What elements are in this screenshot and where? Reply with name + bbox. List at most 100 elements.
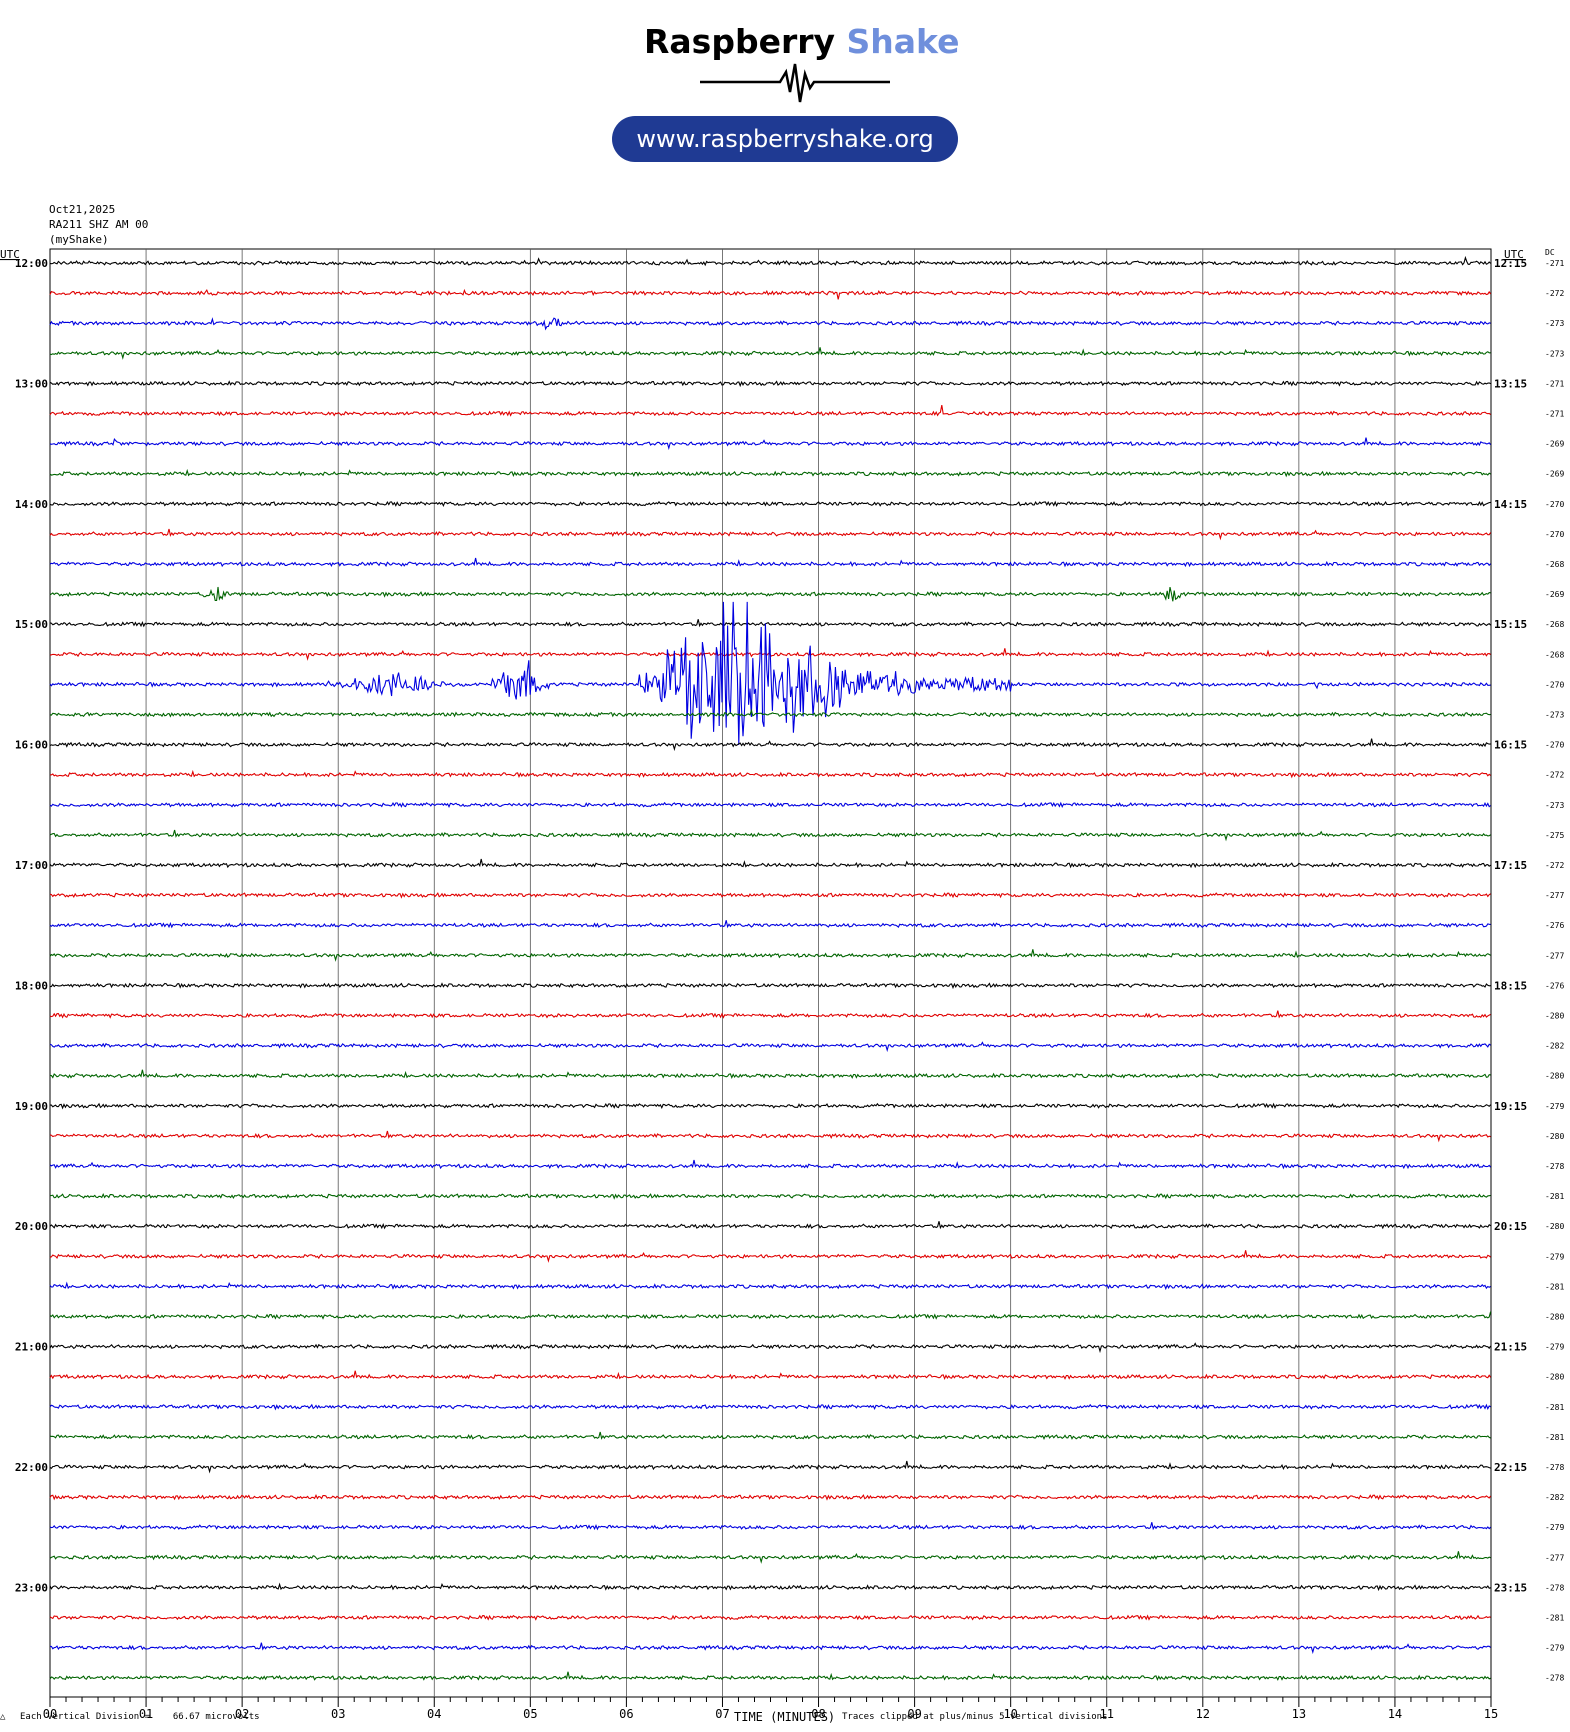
dc-offset-label: -280: [1545, 1222, 1564, 1231]
brand-word-shake: Shake: [846, 22, 960, 61]
dc-offset-label: -270: [1545, 680, 1564, 689]
seismic-trace: [49, 1192, 1491, 1200]
x-tick-label: 14: [1388, 1707, 1402, 1721]
x-tick-label: 05: [523, 1707, 537, 1721]
dc-offset-label: -280: [1545, 1132, 1564, 1141]
dc-offset-label: -276: [1545, 921, 1564, 930]
hour-label-left: 19:00: [15, 1100, 48, 1113]
seismic-trace: [49, 437, 1492, 451]
seismic-trace: [49, 1159, 1492, 1170]
x-tick-label: 10: [1003, 1707, 1017, 1721]
dc-offset-label: -273: [1545, 801, 1564, 810]
seismic-trace: [49, 1250, 1491, 1263]
hour-label-right: 12:15: [1494, 257, 1527, 270]
seismic-wave-icon: [700, 63, 890, 103]
seismic-trace: [49, 1551, 1491, 1564]
raspberry-shake-logo: Raspberry Shake: [600, 18, 980, 173]
x-tick-label: 02: [235, 1707, 249, 1721]
seismic-trace: [50, 1642, 1491, 1655]
dc-offset-label: -279: [1545, 1343, 1564, 1352]
dc-offset-label: -276: [1545, 981, 1564, 990]
seismic-trace: [49, 949, 1491, 962]
dc-offset-label: -281: [1545, 1614, 1564, 1623]
x-tick-label: 12: [1196, 1707, 1210, 1721]
dc-offset-label: -277: [1545, 891, 1564, 900]
x-tick-label: 00: [43, 1707, 57, 1721]
hour-label-right: 21:15: [1494, 1341, 1527, 1354]
seismic-trace: [49, 1130, 1491, 1143]
hour-label-right: 23:15: [1494, 1581, 1527, 1594]
owner-label: (myShake): [49, 233, 109, 246]
corner-mark: △: [0, 1712, 6, 1722]
hour-label-left: 16:00: [15, 739, 48, 752]
dc-offset-label: -271: [1545, 259, 1564, 268]
dc-offset-label: -272: [1545, 771, 1564, 780]
dc-offset-label: -280: [1545, 1012, 1564, 1021]
x-tick-label: 11: [1100, 1707, 1114, 1721]
dc-offset-label: -279: [1545, 1644, 1564, 1653]
clip-note: Traces clipped at plus/minus 5 vertical …: [842, 1712, 1108, 1722]
dc-offset-label: -269: [1545, 470, 1564, 479]
seismic-trace: [49, 528, 1492, 541]
seismic-trace: [49, 1403, 1491, 1411]
seismic-trace: [49, 404, 1491, 417]
dc-offset-label: -271: [1545, 410, 1564, 419]
right-axis-title: UTC: [1504, 248, 1524, 261]
dc-offset-label: -281: [1545, 1282, 1564, 1291]
seismic-trace: [49, 1281, 1491, 1291]
hour-label-right: 16:15: [1494, 739, 1527, 752]
hour-label-right: 15:15: [1494, 618, 1527, 631]
dc-offset-label: -281: [1545, 1433, 1564, 1442]
hour-label-right: 19:15: [1494, 1100, 1527, 1113]
dc-offset-label: -279: [1545, 1102, 1564, 1111]
dc-offset-label: -270: [1545, 530, 1564, 539]
dc-offset-label: -268: [1545, 560, 1564, 569]
dc-offset-label: -273: [1545, 711, 1564, 720]
dc-offset-label: -281: [1545, 1403, 1564, 1412]
seismic-trace: [49, 738, 1491, 752]
seismic-trace: [49, 920, 1491, 929]
dc-offset-label: -278: [1545, 1583, 1564, 1592]
seismic-trace: [49, 892, 1491, 899]
website-link[interactable]: www.raspberryshake.org: [612, 116, 958, 162]
dc-offset-label: -281: [1545, 1192, 1564, 1201]
seismic-trace: [49, 1221, 1491, 1230]
x-tick-label: 01: [139, 1707, 153, 1721]
dc-offset-label: -277: [1545, 951, 1564, 960]
dc-offset-label: -279: [1545, 1523, 1564, 1532]
x-tick-label: 15: [1484, 1707, 1498, 1721]
seismic-trace: [49, 347, 1491, 360]
x-tick-label: 03: [331, 1707, 345, 1721]
hour-label-left: 17:00: [15, 859, 48, 872]
hour-label-right: 18:15: [1494, 979, 1527, 992]
hour-label-right: 14:15: [1494, 498, 1527, 511]
seismic-trace: [49, 1614, 1491, 1621]
seismic-trace: [49, 380, 1491, 388]
x-tick-label: 06: [619, 1707, 633, 1721]
hour-label-left: 23:00: [15, 1581, 48, 1594]
seismic-trace: [49, 1010, 1491, 1019]
station-code: RA211 SHZ AM 00: [49, 218, 149, 231]
x-axis-title: TIME (MINUTES): [734, 1710, 836, 1724]
division-note: Each Vertical Division = 66.67 microvolt…: [20, 1712, 260, 1722]
seismic-trace: [49, 982, 1491, 990]
dc-offset-label: -269: [1545, 590, 1564, 599]
seismic-trace: [49, 557, 1492, 568]
division-note-text: Each Vertical Division =: [20, 1712, 151, 1722]
dc-offset-label: -282: [1545, 1042, 1564, 1051]
seismic-trace: [49, 1311, 1492, 1320]
dc-offset-label: -272: [1545, 861, 1564, 870]
dc-offset-label: -272: [1545, 289, 1564, 298]
dc-offset-label: -275: [1545, 831, 1564, 840]
record-date: Oct21,2025: [49, 203, 116, 216]
seismic-trace: [49, 288, 1492, 300]
dc-offset-label: -278: [1545, 1162, 1564, 1171]
seismic-trace: [49, 801, 1491, 809]
division-value: 66.67 microvolts: [172, 1712, 260, 1722]
hour-label-left: 22:00: [15, 1461, 48, 1474]
hour-label-right: 20:15: [1494, 1220, 1527, 1233]
dc-title: DC: [1545, 248, 1555, 257]
seismic-trace: [49, 1431, 1491, 1440]
seismic-trace: [49, 1582, 1491, 1592]
